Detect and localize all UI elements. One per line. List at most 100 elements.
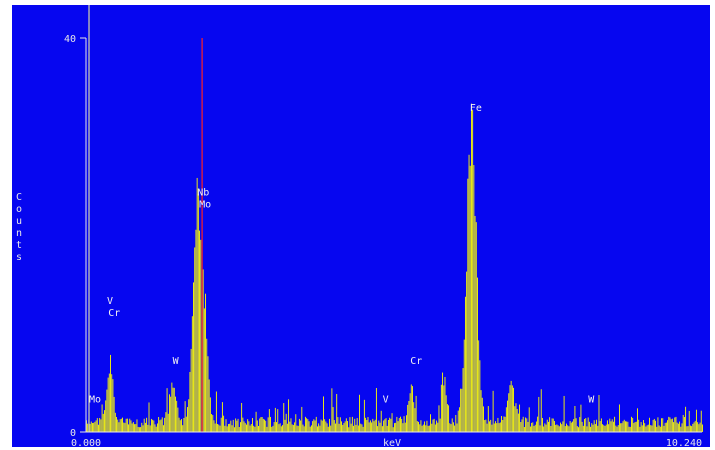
spectrum-bar [246, 424, 247, 432]
spectrum-bar [219, 425, 221, 432]
spectrum-bar [214, 423, 216, 432]
spectrum-bar [673, 422, 675, 432]
spectrum-bar [699, 422, 701, 432]
spectrum-bar [179, 420, 181, 432]
spectrum-bar [260, 417, 262, 432]
spectrum-bar [203, 308, 205, 432]
spectrum-bar [586, 426, 588, 432]
spectrum-bar [674, 417, 676, 432]
spectrum-bar [680, 426, 682, 432]
spectrum-bar [501, 415, 502, 432]
spectrum-bar [445, 395, 447, 432]
spectrum-bar [493, 423, 495, 432]
spectrum-bar [612, 421, 614, 432]
spectrum-bar [99, 417, 101, 432]
spectrum-bar [154, 424, 156, 432]
spectrum-bar [166, 388, 168, 432]
spectrum-bar [702, 424, 703, 432]
spectrum-bar [628, 426, 630, 432]
spectrum-bar [105, 400, 107, 432]
spectrum-bar [588, 421, 590, 432]
spectrum-bar [385, 418, 387, 432]
spectrum-bar [451, 418, 453, 432]
spectrum-bar [153, 420, 155, 432]
spectrum-bar [521, 419, 523, 432]
spectrum-bar [301, 406, 303, 432]
spectrum-bar [347, 421, 348, 432]
spectrum-bars [86, 103, 703, 433]
spectrum-bar [254, 426, 256, 432]
spectrum-bar [667, 420, 669, 432]
spectrum-bar [469, 165, 471, 433]
spectrum-bar [677, 423, 679, 432]
spectrum-bar [421, 425, 423, 432]
spectrum-bar [502, 420, 504, 432]
spectrum-bar [505, 407, 507, 432]
spectrum-bar [116, 416, 117, 432]
spectrum-bar [271, 426, 273, 432]
spectrum-bar [679, 421, 681, 432]
spectrum-bar [118, 422, 120, 432]
y-tick-label-top: 40 [64, 34, 76, 45]
spectrum-bar [647, 424, 649, 432]
spectrum-bar [555, 424, 557, 432]
spectrum-bar [325, 421, 327, 432]
spectrum-bar [408, 400, 410, 432]
spectrum-bar [106, 389, 108, 432]
peak-label: W [588, 394, 595, 405]
spectrum-bar [471, 103, 472, 433]
spectrum-bar [479, 360, 481, 432]
spectrum-bar [176, 400, 178, 432]
spectrum-bar [514, 406, 516, 432]
spectrum-bar [422, 424, 424, 432]
spectrum-bar [658, 425, 660, 432]
spectrum-bar [467, 178, 469, 432]
spectrum-bar [107, 377, 109, 432]
spectrum-bar [148, 402, 150, 432]
spectrum-bar [310, 425, 312, 432]
spectrum-bar [570, 422, 572, 432]
spectrum-bar [158, 416, 160, 432]
spectrum-bar [698, 424, 700, 432]
peak-label: W [173, 356, 180, 367]
spectrum-bar [635, 421, 637, 432]
spectrum-bar [337, 417, 339, 432]
spectrum-bar [439, 418, 441, 432]
spectrum-bar [644, 423, 646, 432]
spectrum-bar [688, 410, 690, 432]
spectrum-bar [304, 416, 306, 432]
spectrum-bar [431, 423, 433, 432]
spectrum-bar [167, 413, 169, 432]
spectrum-bar [367, 417, 369, 432]
spectrum-bar [409, 393, 411, 432]
spectrum-bar [528, 407, 530, 432]
spectrum-bar [462, 368, 464, 432]
spectrum-bar [697, 422, 699, 432]
spectrum-bar [686, 426, 688, 432]
spectrum-bar [452, 422, 454, 432]
spectrum-bar [360, 423, 362, 432]
spectrum-bar [527, 421, 529, 432]
spectrum-bar [490, 419, 492, 432]
spectrum-bar [449, 423, 451, 432]
spectrum-bar [266, 426, 268, 432]
spectrum-bar [392, 427, 394, 432]
spectrum-bar [637, 408, 638, 432]
spectrum-bar [558, 426, 560, 432]
spectrum-bar [681, 423, 683, 432]
spectrum-bar [378, 420, 380, 432]
spectrum-bar [248, 421, 250, 432]
spectrum-bar [289, 421, 291, 432]
spectrum-bar [428, 425, 430, 432]
spectrum-bar [410, 384, 412, 432]
spectrum-bar [593, 420, 595, 432]
spectrum-bar [274, 407, 276, 432]
spectrum-bar [218, 424, 220, 432]
spectrum-bar [182, 425, 184, 432]
spectrum-bar [487, 406, 489, 432]
spectrum-bar [615, 425, 617, 432]
spectrum-bar [318, 423, 320, 432]
spectrum-bar [373, 421, 375, 432]
spectrum-bar [580, 404, 582, 432]
